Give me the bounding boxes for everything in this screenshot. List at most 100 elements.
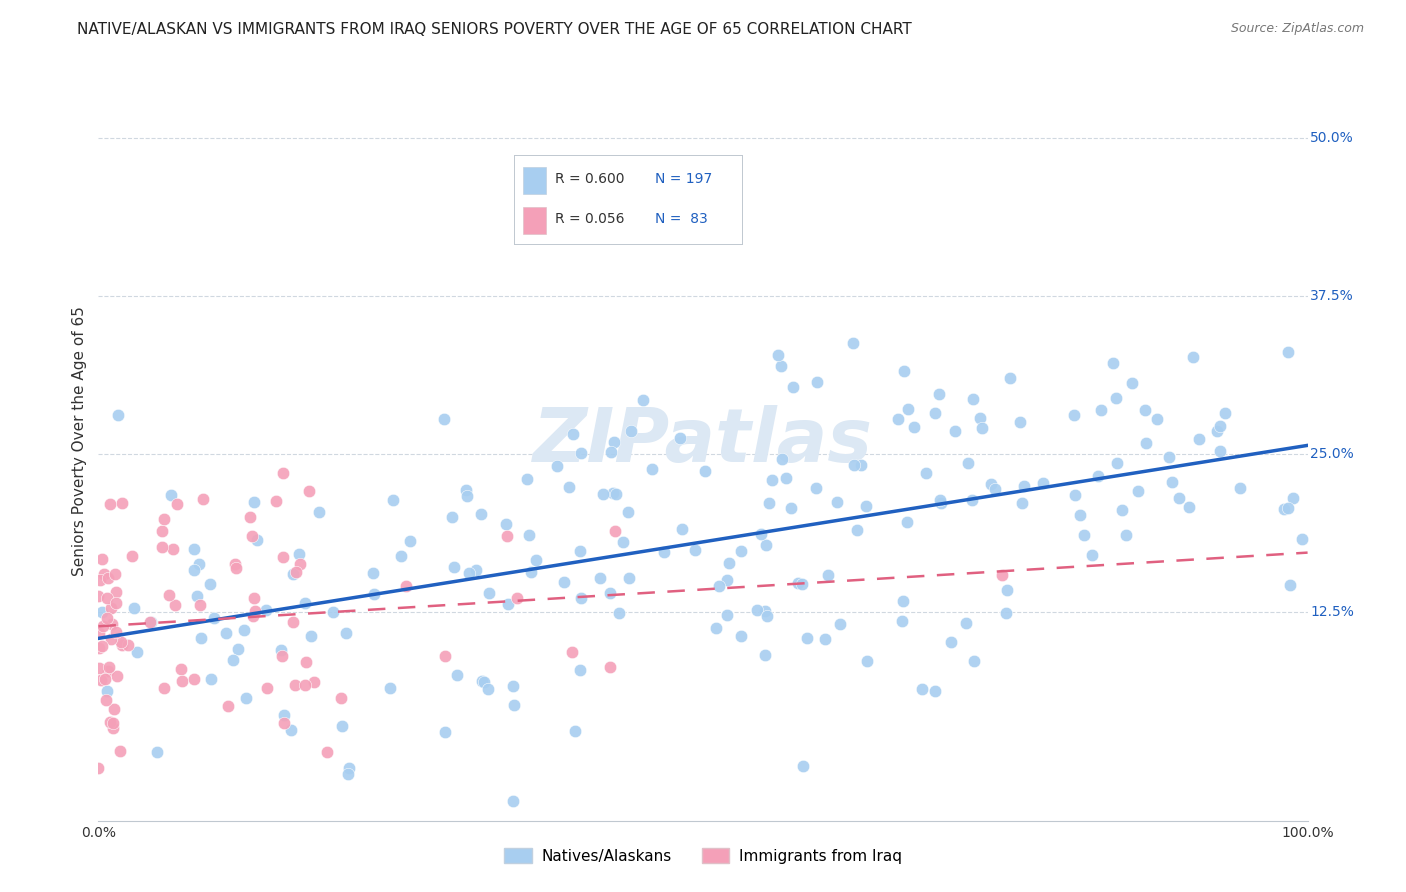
Point [560,645,582,659]
Point [609,606,631,620]
Point [1126,484,1149,499]
Text: 50.0%: 50.0% [1310,131,1354,145]
Point [127,645,149,659]
Point [270,642,292,657]
Point [911,681,934,696]
Point [235,691,257,706]
Point [602,486,624,500]
Point [166,497,188,511]
Point [924,683,946,698]
Point [191,491,214,506]
Point [157,588,180,602]
Text: N =  83: N = 83 [655,212,709,227]
Point [1282,491,1305,506]
Point [264,494,287,508]
Point [103,702,125,716]
Point [361,566,384,581]
Point [478,586,501,600]
Point [322,605,344,619]
Point [256,681,278,695]
Point [747,603,769,617]
Text: R = 0.056: R = 0.056 [555,212,624,227]
Point [1087,469,1109,483]
Point [224,557,246,571]
Point [1272,502,1295,516]
Point [1187,432,1209,446]
Text: 37.5%: 37.5% [1310,289,1354,303]
Point [796,632,818,646]
Point [960,492,983,507]
Point [288,557,311,571]
Point [91,639,114,653]
Point [1291,532,1313,546]
Point [243,494,266,508]
Point [495,529,517,543]
Point [1135,403,1157,417]
Point [792,577,814,591]
Point [395,579,418,593]
Point [557,480,579,494]
Point [254,603,277,617]
Point [242,591,264,605]
Point [294,597,316,611]
Point [569,446,592,460]
Point [110,743,132,757]
Point [465,563,488,577]
Point [378,681,401,695]
Point [1135,436,1157,450]
Point [568,544,591,558]
Point [845,523,868,537]
Point [139,615,162,629]
Point [87,761,110,775]
Point [398,533,420,548]
Point [363,587,385,601]
Point [433,412,456,426]
Point [281,615,304,630]
Point [929,496,952,510]
Point [103,721,125,735]
Point [434,649,457,664]
Legend: Natives/Alaskans, Immigrants from Iraq: Natives/Alaskans, Immigrants from Iraq [498,842,908,870]
Point [152,524,174,538]
Point [96,611,118,625]
Point [111,496,134,510]
Point [929,492,952,507]
Point [806,375,828,389]
Point [1178,500,1201,514]
Point [271,648,294,663]
Point [1146,411,1168,425]
Point [995,606,1018,620]
Point [284,678,307,692]
Point [592,486,614,500]
Point [502,794,524,808]
Point [280,723,302,738]
Point [998,371,1021,385]
Point [1279,577,1302,591]
Point [718,556,741,570]
Point [924,406,946,420]
Point [754,603,776,617]
Point [98,660,121,674]
Point [1161,475,1184,489]
Point [91,551,114,566]
Point [695,464,717,478]
Point [612,534,634,549]
Point [316,745,339,759]
Point [1167,491,1189,505]
Point [97,571,120,585]
Point [215,625,238,640]
Point [295,655,318,669]
Point [817,567,839,582]
Point [704,621,727,635]
Text: R = 0.600: R = 0.600 [555,172,624,186]
Point [620,424,643,438]
Point [183,564,205,578]
Point [897,401,920,416]
Point [183,673,205,687]
Text: N = 197: N = 197 [655,172,713,186]
Point [1121,376,1143,391]
Point [1105,456,1128,470]
Point [90,605,112,619]
Point [443,560,465,574]
Point [1080,548,1102,562]
